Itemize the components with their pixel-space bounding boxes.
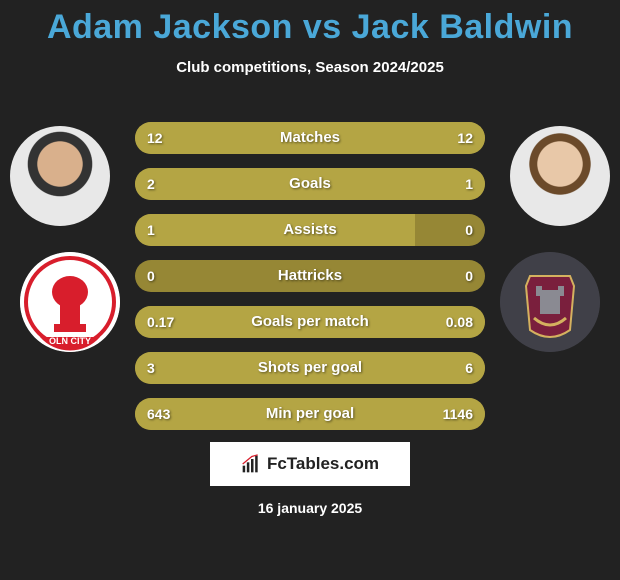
stat-row: 0.170.08Goals per match (135, 306, 485, 338)
brand-chart-icon (241, 454, 261, 474)
stat-row: 1212Matches (135, 122, 485, 154)
stat-label: Shots per goal (135, 352, 485, 384)
club1-badge: OLN CITY (20, 252, 120, 352)
stat-label: Hattricks (135, 260, 485, 292)
brand-name: FcTables.com (267, 454, 379, 474)
stat-label: Assists (135, 214, 485, 246)
stats-container: 1212Matches 21Goals 10Assists 00Hattricks 0.… (135, 122, 485, 444)
stat-label: Matches (135, 122, 485, 154)
svg-text:OLN CITY: OLN CITY (49, 336, 91, 346)
stat-row: 21Goals (135, 168, 485, 200)
stat-row: 10Assists (135, 214, 485, 246)
club1-crest-icon: OLN CITY (20, 252, 120, 352)
page-title: Adam Jackson vs Jack Baldwin (0, 0, 620, 47)
stat-label: Goals (135, 168, 485, 200)
club2-badge (500, 252, 600, 352)
player2-avatar (510, 126, 610, 226)
club2-crest-icon (500, 252, 600, 352)
brand-logo: FcTables.com (210, 442, 410, 486)
subtitle: Club competitions, Season 2024/2025 (0, 59, 620, 76)
stat-label: Goals per match (135, 306, 485, 338)
date-text: 16 january 2025 (0, 500, 620, 516)
player1-avatar (10, 126, 110, 226)
stat-row: 00Hattricks (135, 260, 485, 292)
stat-row: 6431146Min per goal (135, 398, 485, 430)
stat-row: 36Shots per goal (135, 352, 485, 384)
stat-label: Min per goal (135, 398, 485, 430)
